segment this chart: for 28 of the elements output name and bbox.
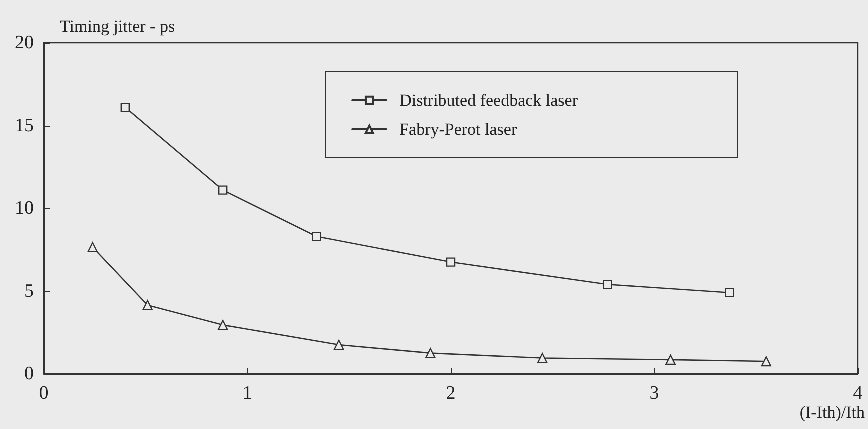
point — [761, 356, 772, 367]
point — [218, 320, 228, 330]
point — [725, 288, 734, 298]
point — [426, 348, 436, 358]
x-tick-label: 0 — [39, 383, 49, 404]
x-tick-label: 2 — [446, 383, 456, 404]
legend-label: Distributed feedback laser — [400, 91, 578, 110]
point — [603, 280, 612, 290]
point — [446, 258, 456, 267]
x-tick-label: 1 — [242, 383, 252, 404]
point — [120, 102, 130, 112]
x-tick-label: 3 — [650, 383, 660, 404]
y-tick-label: 20 — [15, 32, 34, 54]
y-tick-label: 15 — [15, 115, 34, 136]
point — [88, 242, 98, 252]
point — [537, 353, 548, 364]
x-tick-label: 4 — [853, 383, 864, 404]
legend-label: Fabry-Perot laser — [400, 120, 518, 139]
point — [218, 186, 228, 195]
y-tick-label: 5 — [24, 280, 34, 302]
point — [312, 232, 322, 242]
y-tick-label: 10 — [15, 198, 34, 219]
point — [666, 354, 676, 366]
point — [334, 340, 344, 350]
point — [142, 300, 153, 310]
x-axis-title: (I-Ith)/Ith — [800, 403, 866, 422]
y-tick-label: 0 — [24, 364, 34, 384]
y-axis-title: Timing jitter - ps — [60, 17, 176, 36]
